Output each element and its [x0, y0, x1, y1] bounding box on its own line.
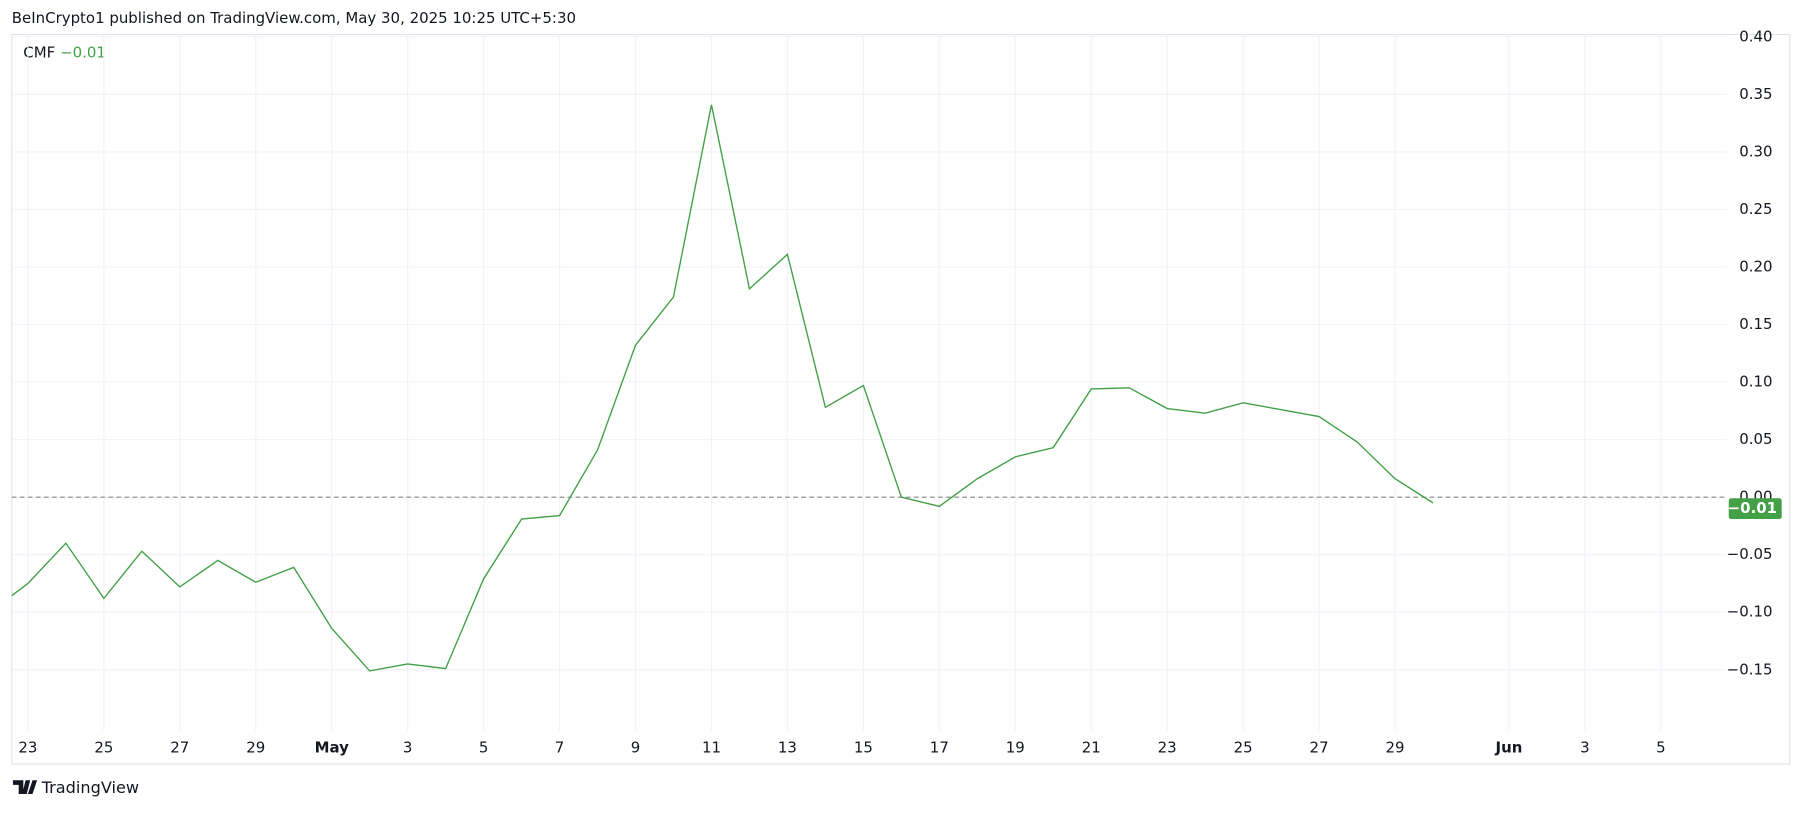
x-tick-label: 23: [18, 739, 37, 757]
x-tick-label: 25: [1234, 739, 1253, 757]
header: BeInCrypto1 published on TradingView.com…: [12, 9, 576, 27]
y-tick-label: 0.20: [1739, 257, 1772, 275]
x-tick-label: 27: [170, 739, 189, 757]
y-tick-label: −0.15: [1727, 660, 1773, 678]
x-tick-label: 3: [1580, 739, 1590, 757]
x-tick-label: 11: [702, 739, 721, 757]
y-tick-label: 0.40: [1739, 27, 1772, 45]
legend-value: −0.01: [60, 43, 106, 61]
y-tick-label: 0.15: [1739, 315, 1772, 333]
x-tick-label: 5: [1656, 739, 1666, 757]
x-tick-label: 25: [94, 739, 113, 757]
x-tick-label: 29: [1386, 739, 1405, 757]
logo: [12, 780, 38, 795]
chart-frame: [11, 33, 1791, 765]
legend-name: CMF: [23, 43, 55, 61]
footer: TradingView: [41, 778, 139, 797]
line: [11, 104, 1434, 672]
x-tick-label: May: [315, 739, 350, 757]
x-tick-label: 27: [1310, 739, 1329, 757]
value-badge: [1728, 498, 1782, 520]
y-tick-label: −0.05: [1727, 545, 1773, 563]
y-tick-label: 0.25: [1739, 200, 1772, 218]
value-badge-label: −0.01: [1728, 499, 1777, 517]
y-tick-label: 0.10: [1739, 373, 1772, 391]
x-tick-label: 21: [1082, 739, 1101, 757]
y-tick-label: −0.10: [1727, 603, 1773, 621]
x-tick-label: 17: [930, 739, 949, 757]
y-tick-label: 0.35: [1739, 85, 1772, 103]
y-tick-label: 0.05: [1739, 430, 1772, 448]
x-tick-label: 7: [555, 739, 565, 757]
x-tick-label: 9: [631, 739, 641, 757]
x-tick-label: 3: [403, 739, 413, 757]
grid: [11, 34, 1727, 731]
y-tick-label: 0.30: [1739, 142, 1772, 160]
x-tick-label: 5: [479, 739, 489, 757]
x-tick-label: 13: [778, 739, 797, 757]
x-tick-label: 19: [1006, 739, 1025, 757]
x-tick-label: 15: [854, 739, 873, 757]
x-tick-label: Jun: [1495, 739, 1523, 757]
x-tick-label: 23: [1158, 739, 1177, 757]
x-tick-label: 29: [246, 739, 265, 757]
